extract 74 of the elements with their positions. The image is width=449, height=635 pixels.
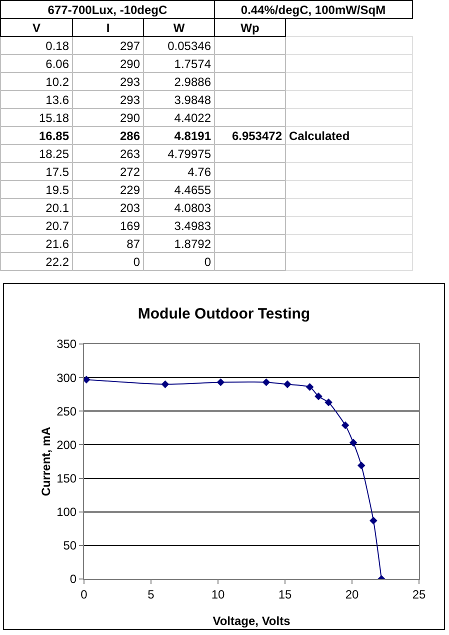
text: 1.8792 [144,234,214,252]
text: 203 [72,198,144,216]
point [161,380,170,388]
text: 87 [72,234,144,252]
chart-title: Module Outdoor Testing [138,306,310,323]
y-tick-label: 150 [56,471,77,486]
text: 0.05346 [144,36,214,54]
point [262,378,270,386]
point [341,421,350,430]
x-tick-label: 10 [211,587,225,602]
point [370,516,378,524]
text: 1.7574 [144,54,214,72]
x-tick-label: 20 [345,587,359,602]
text: 16.85 [0,126,72,144]
x-tick-label: 25 [412,587,426,602]
text: 293 [72,72,144,90]
category-label: V [0,18,72,36]
text: 20.1 [0,198,72,216]
x-tick-label: 15 [278,587,292,602]
x-tick-label: 0 [80,587,88,602]
text: 286 [72,126,144,144]
text: 18.25 [0,144,72,162]
text: 677-700Lux, -10degC [0,0,214,18]
text: 22.2 [0,252,72,270]
text: 290 [72,54,144,72]
text: 0.18 [0,36,72,54]
text: 4.79975 [144,144,214,162]
text: 229 [72,180,144,198]
text: 297 [72,36,144,54]
text: 272 [72,162,144,180]
text: 293 [72,90,144,108]
point [216,378,225,386]
y-tick-label: 250 [56,404,77,418]
text: 169 [72,216,144,234]
point [324,398,332,406]
text: 6.06 [0,54,72,72]
point [349,438,358,447]
point [314,392,322,400]
y-tick-label: 100 [56,505,77,520]
text: Calculated [286,126,412,144]
point [284,380,292,388]
text: 15.18 [0,108,72,126]
text: 13.6 [0,90,72,108]
y-tick-label: 200 [56,438,77,452]
text: 290 [72,108,144,126]
category-label: Wp [214,18,286,36]
text: 0 [144,252,214,270]
text: 0.44%/degC, 100mW/SqM [214,0,412,18]
text: 6.953472 [214,126,286,144]
text: 4.76 [144,162,214,180]
x-axis-title: Voltage, Volts [212,614,291,628]
text: 4.8191 [144,126,214,144]
text: 20.7 [0,216,72,234]
y-tick-label: 350 [56,337,77,352]
y-tick-label: 300 [56,370,77,385]
text: 4.4655 [144,180,214,198]
text: 4.0803 [144,198,214,216]
text: 263 [72,144,144,162]
category-label: I [72,18,144,36]
y-tick-label: 50 [63,538,77,553]
text: 3.9848 [144,90,214,108]
text: 4.4022 [144,108,214,126]
point [357,462,366,470]
text: 2.9886 [144,72,214,90]
y-axis-title: Current, mA [39,426,53,496]
y-tick-label: 0 [70,572,77,586]
category-label: W [144,18,214,36]
point [306,383,314,391]
text: 21.6 [0,234,72,252]
text: 17.5 [0,162,72,180]
x-tick-label: 5 [148,587,155,602]
text: 10.2 [0,72,72,90]
text: 3.4983 [144,216,214,234]
text: 19.5 [0,180,72,198]
